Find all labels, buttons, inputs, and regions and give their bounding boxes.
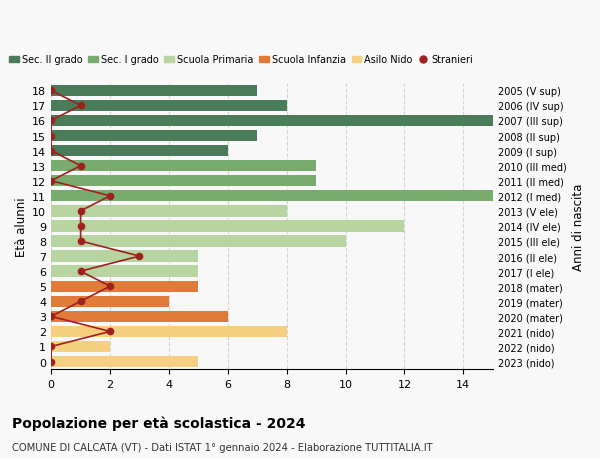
Bar	[51, 101, 287, 112]
Y-axis label: Età alunni: Età alunni	[15, 197, 28, 256]
Bar	[51, 281, 199, 292]
Bar	[51, 326, 287, 337]
Bar	[51, 341, 110, 353]
Legend: Sec. II grado, Sec. I grado, Scuola Primaria, Scuola Infanzia, Asilo Nido, Stran: Sec. II grado, Sec. I grado, Scuola Prim…	[5, 51, 477, 69]
Text: Popolazione per età scolastica - 2024: Popolazione per età scolastica - 2024	[12, 415, 305, 430]
Bar	[51, 85, 257, 97]
Text: COMUNE DI CALCATA (VT) - Dati ISTAT 1° gennaio 2024 - Elaborazione TUTTITALIA.IT: COMUNE DI CALCATA (VT) - Dati ISTAT 1° g…	[12, 442, 433, 452]
Bar	[51, 251, 199, 262]
Bar	[51, 176, 316, 187]
Bar	[51, 266, 199, 277]
Bar	[51, 236, 346, 247]
Bar	[51, 116, 493, 127]
Bar	[51, 206, 287, 217]
Bar	[51, 131, 257, 142]
Bar	[51, 356, 199, 367]
Y-axis label: Anni di nascita: Anni di nascita	[572, 183, 585, 270]
Bar	[51, 161, 316, 172]
Bar	[51, 296, 169, 307]
Bar	[51, 311, 228, 322]
Bar	[51, 221, 404, 232]
Bar	[51, 146, 228, 157]
Bar	[51, 191, 493, 202]
